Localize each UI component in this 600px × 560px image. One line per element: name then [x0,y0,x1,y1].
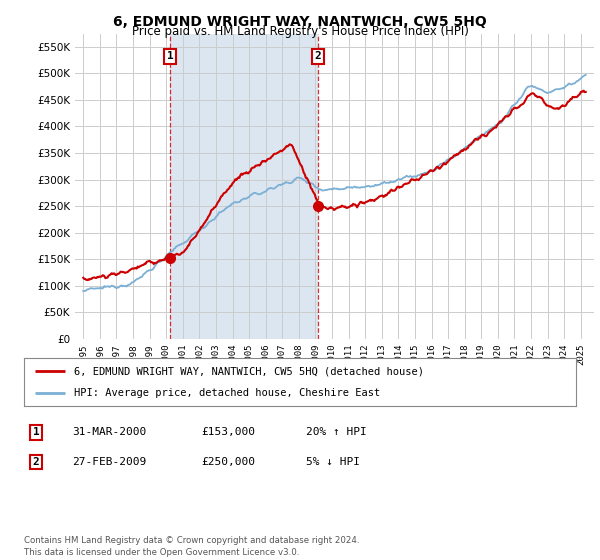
Text: 6, EDMUND WRIGHT WAY, NANTWICH, CW5 5HQ (detached house): 6, EDMUND WRIGHT WAY, NANTWICH, CW5 5HQ … [74,366,424,376]
Text: 31-MAR-2000: 31-MAR-2000 [72,427,146,437]
Text: 1: 1 [167,52,174,62]
Text: 5% ↓ HPI: 5% ↓ HPI [306,457,360,467]
Text: Price paid vs. HM Land Registry's House Price Index (HPI): Price paid vs. HM Land Registry's House … [131,25,469,38]
Text: Contains HM Land Registry data © Crown copyright and database right 2024.
This d: Contains HM Land Registry data © Crown c… [24,536,359,557]
Text: 20% ↑ HPI: 20% ↑ HPI [306,427,367,437]
Text: £153,000: £153,000 [201,427,255,437]
Text: HPI: Average price, detached house, Cheshire East: HPI: Average price, detached house, Ches… [74,388,380,398]
Text: 1: 1 [32,427,40,437]
Text: 6, EDMUND WRIGHT WAY, NANTWICH, CW5 5HQ: 6, EDMUND WRIGHT WAY, NANTWICH, CW5 5HQ [113,15,487,29]
Text: 2: 2 [314,52,321,62]
Bar [170,34,318,339]
Text: £250,000: £250,000 [201,457,255,467]
Text: 2: 2 [32,457,40,467]
Text: 27-FEB-2009: 27-FEB-2009 [72,457,146,467]
